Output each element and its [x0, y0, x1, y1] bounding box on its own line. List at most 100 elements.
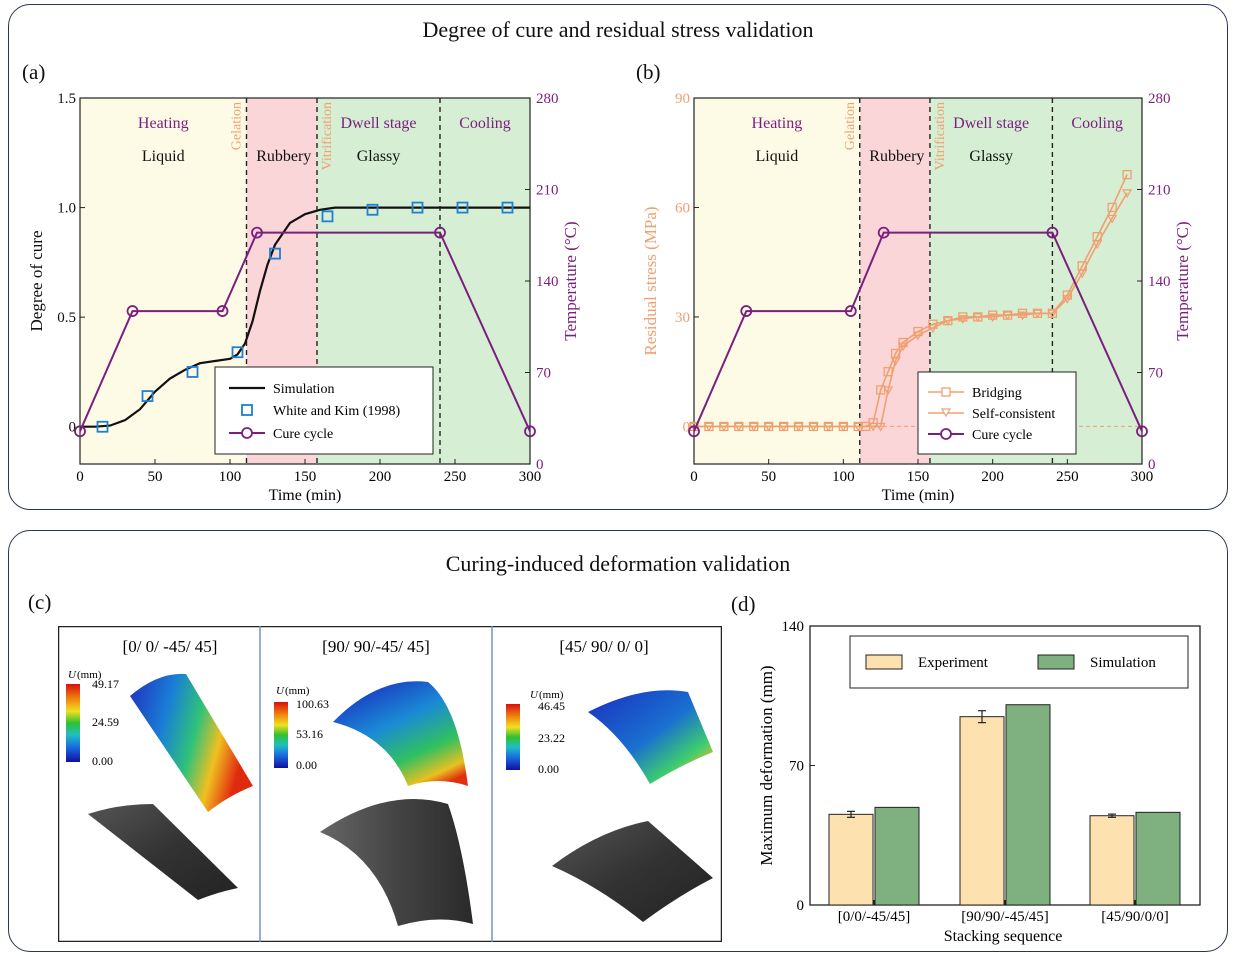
a-stage-liquid: Liquid [142, 148, 185, 165]
b-xtick-label-6: 300 [1131, 469, 1154, 485]
b-point-self-consistent [823, 422, 834, 432]
b-point-self-consistent [987, 313, 998, 323]
b-xlabel: Time (min) [882, 487, 955, 504]
b-point-self-consistent [972, 313, 983, 323]
d-legend-label-simulation: Simulation [1090, 655, 1156, 671]
a-ytick-label-2: 1.0 [57, 201, 76, 217]
b-point-self-consistent [793, 422, 804, 432]
b-point-self-consistent [1122, 189, 1133, 199]
b-point-self-consistent [1047, 309, 1058, 319]
a-point-cure-cycle [126, 305, 139, 317]
b-ytick-label-2: 60 [675, 200, 690, 216]
b-xtick-label-4: 200 [981, 469, 1004, 485]
b-xtick-label-3: 150 [907, 469, 930, 485]
panel-label-d: (d) [731, 592, 756, 616]
d-bar-simulation [1135, 811, 1181, 906]
b-point-self-consistent [1092, 240, 1103, 250]
b-point-self-consistent [808, 422, 819, 432]
b-point-self-consistent [890, 357, 901, 366]
a-point-white-kim [501, 201, 514, 214]
a-stage-cooling: Cooling [459, 115, 511, 132]
chart-b-residual-stress: Heating Liquid Rubbery Dwell stage Glassy Coo… [641, 91, 1192, 504]
a-stage-dwell: Dwell stage [341, 115, 417, 132]
view-2-simulated-plate [333, 681, 468, 786]
b-legend-marker-self-consistent [940, 408, 952, 418]
a-point-white-kim [141, 390, 154, 402]
view-2-colorbar [274, 702, 288, 768]
panel-label-b: (b) [636, 60, 661, 84]
a-y2tick-label-3: 210 [536, 183, 559, 199]
view-2-u-unit: (mm) [285, 685, 310, 697]
view-3-scale-max: 46.45 [538, 699, 565, 713]
b-point-self-consistent [778, 422, 789, 432]
a-ytick-label-1: 0.5 [57, 310, 76, 326]
b-stage-heating: Heating [752, 115, 803, 132]
b-xtick-label-0: 0 [690, 469, 698, 485]
b-point-self-consistent [912, 331, 924, 341]
a-point-white-kim [231, 346, 244, 359]
b-point-self-consistent [927, 324, 938, 334]
b-point-cure-cycle [688, 425, 700, 438]
a-point-cure-cycle [216, 305, 229, 317]
b-point-self-consistent [718, 422, 729, 432]
b-point-cure-cycle [844, 305, 857, 317]
view-1-u-label: U [68, 669, 77, 681]
a-xtick-label-4: 200 [369, 469, 392, 485]
a-y2tick-label-0: 0 [536, 457, 544, 473]
view-1-title: [0/ 0/ -45/ 45] [123, 637, 218, 656]
b-point-self-consistent [1032, 309, 1043, 319]
view-2-specimen-photo [320, 798, 473, 926]
b-point-cure-cycle [740, 305, 753, 317]
a-legend-marker-white-kim [241, 404, 253, 416]
b-xtick-label-1: 50 [761, 469, 776, 485]
view-1-simulated-plate [130, 673, 253, 812]
view-1-specimen-photo [88, 804, 238, 900]
d-xtick-label-1: [90/90/-45/45] [961, 909, 1049, 925]
view-1-scale-mid: 24.59 [92, 715, 119, 729]
b-point-self-consistent [868, 422, 879, 432]
view-1-scale-min: 0.00 [92, 754, 113, 768]
view-3-specimen-photo [552, 821, 713, 922]
chart-a-cure-degree: Heating Liquid Rubbery Dwell stage Glassy Coo… [27, 91, 580, 504]
b-ylabel: Residual stress (MPa) [641, 206, 660, 355]
b-point-self-consistent [733, 422, 744, 432]
b-xtick-label-2: 100 [832, 469, 855, 485]
a-point-cure-cycle [74, 425, 86, 438]
a-point-white-kim [186, 366, 199, 378]
view-3-u-unit: (mm) [539, 689, 564, 701]
b-y2label: Temperature (°C) [1173, 221, 1192, 340]
a-point-white-kim [321, 210, 334, 223]
b-stage-glassy: Glassy [969, 148, 1013, 165]
b-point-self-consistent [748, 422, 759, 432]
d-ytick-label-0: 0 [797, 898, 805, 914]
b-legend-label-bridging: Bridging [972, 386, 1022, 401]
a-legend-label-cure-cycle: Cure cycle [273, 427, 333, 442]
a-stage-vitrification: Vitrification [320, 102, 335, 170]
d-bar-experiment [959, 716, 1005, 906]
a-y2label: Temperature (°C) [561, 221, 580, 340]
b-point-bridging [1107, 202, 1117, 213]
a-xtick-label-2: 100 [219, 469, 242, 485]
a-legend-label-simulation: Simulation [273, 382, 334, 397]
top-panel-frame: Degree of cure and residual stress valid… [8, 4, 1228, 510]
b-stage-dwell: Dwell stage [953, 115, 1029, 132]
view-1-colorbar [66, 684, 80, 762]
a-xtick-label-5: 250 [444, 469, 467, 485]
b-y2tick-label-0: 0 [1148, 457, 1156, 473]
a-legend-marker-cure-cycle [241, 427, 253, 439]
b-legend-marker-bridging [941, 387, 951, 397]
d-ytick-label-1: 70 [789, 759, 804, 775]
d-legend-swatch-simulation [1037, 654, 1075, 670]
b-point-cure-cycle [1046, 226, 1059, 239]
b-point-self-consistent [875, 422, 886, 432]
panel-label-a: (a) [22, 60, 46, 84]
a-xlabel: Time (min) [269, 487, 342, 504]
b-point-self-consistent [1002, 311, 1013, 321]
b-y2tick-label-4: 280 [1148, 91, 1171, 107]
view-3-scale-min: 0.00 [538, 762, 559, 776]
a-stage-heating: Heating [138, 115, 189, 132]
a-ylabel: Degree of cure [27, 231, 46, 332]
d-ytick-label-2: 140 [782, 619, 805, 635]
a-xtick-label-6: 300 [519, 469, 542, 485]
b-point-self-consistent [763, 422, 774, 432]
